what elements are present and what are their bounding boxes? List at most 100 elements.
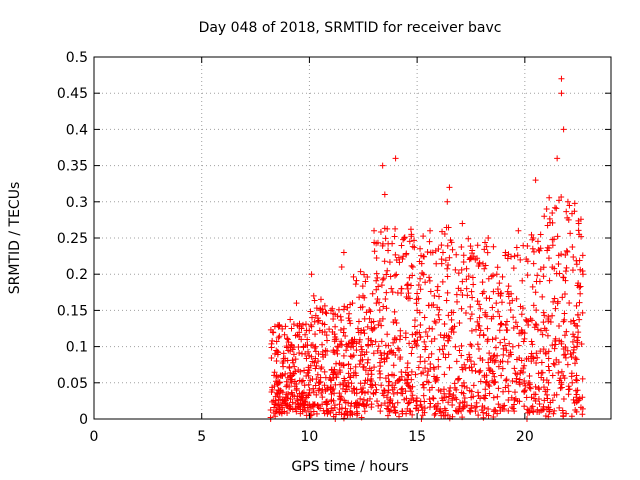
data-point [319, 394, 326, 401]
data-point [366, 307, 373, 314]
data-point [284, 395, 291, 402]
data-point [422, 279, 429, 286]
data-point [461, 403, 468, 410]
data-point [439, 228, 446, 235]
data-point [420, 233, 427, 240]
data-point [288, 342, 295, 349]
data-point [286, 383, 293, 390]
data-point [281, 408, 288, 415]
data-point [551, 361, 558, 368]
data-point [498, 320, 505, 327]
data-point [327, 409, 334, 416]
data-point [540, 346, 547, 353]
data-point [420, 253, 427, 260]
data-point [447, 384, 454, 391]
data-point [519, 305, 526, 312]
data-point [345, 399, 352, 406]
data-point [520, 338, 527, 345]
data-point [342, 388, 349, 395]
data-point [468, 311, 475, 318]
data-point [361, 408, 368, 415]
chart-title: Day 048 of 2018, SRMTID for receiver bav… [199, 20, 502, 36]
data-point [575, 217, 582, 224]
data-point [579, 411, 586, 418]
data-point [409, 263, 416, 270]
data-point [341, 375, 348, 382]
data-point [554, 155, 561, 162]
data-point [455, 270, 462, 277]
data-point [409, 411, 416, 418]
data-point [297, 410, 304, 417]
data-point [376, 374, 383, 381]
data-point [527, 385, 534, 392]
data-point [486, 383, 493, 390]
data-point [489, 368, 496, 375]
data-point [561, 290, 568, 297]
data-point [446, 364, 453, 371]
data-point [414, 337, 421, 344]
data-point [570, 317, 577, 324]
data-point [329, 305, 336, 312]
data-point [547, 399, 554, 406]
data-point [549, 242, 556, 249]
data-point [347, 373, 354, 380]
data-point [276, 379, 283, 386]
data-point [412, 341, 419, 348]
data-point [272, 397, 279, 404]
data-point [336, 406, 343, 413]
data-point [486, 390, 493, 397]
data-point [570, 396, 577, 403]
data-point [361, 330, 368, 337]
data-point [291, 383, 298, 390]
data-point [296, 333, 303, 340]
data-point [373, 300, 380, 307]
data-point [377, 228, 384, 235]
data-point [504, 255, 511, 262]
data-point [508, 394, 515, 401]
data-point [392, 251, 399, 258]
data-point [528, 317, 535, 324]
data-point [398, 285, 405, 292]
data-point [458, 266, 465, 273]
data-point [518, 357, 525, 364]
data-point [484, 336, 491, 343]
data-point [492, 335, 499, 342]
data-point [346, 317, 353, 324]
data-point [468, 327, 475, 334]
data-point [406, 407, 413, 414]
data-point [365, 371, 372, 378]
data-point [436, 316, 443, 323]
data-point [560, 351, 567, 358]
data-point [309, 401, 316, 408]
data-point [294, 393, 301, 400]
data-point [481, 246, 488, 253]
data-point [380, 275, 387, 282]
data-point [444, 289, 451, 296]
data-point [421, 358, 428, 365]
data-point [374, 398, 381, 405]
data-point [514, 323, 521, 330]
data-point [479, 356, 486, 363]
data-point [508, 351, 515, 358]
data-point [425, 354, 432, 361]
data-point [468, 288, 475, 295]
data-point [416, 258, 423, 265]
data-point [314, 371, 321, 378]
data-point [543, 205, 550, 212]
data-point [485, 235, 492, 241]
data-point [312, 331, 319, 338]
data-point [440, 412, 447, 419]
data-point [488, 273, 495, 280]
data-point [290, 351, 297, 358]
data-point [368, 319, 375, 326]
data-point [514, 252, 521, 259]
data-point [494, 393, 501, 400]
data-point [532, 321, 539, 328]
data-point [361, 271, 368, 278]
data-point [422, 329, 429, 336]
data-point [476, 261, 483, 268]
data-point [313, 305, 320, 312]
data-point [379, 162, 386, 169]
data-point [321, 328, 328, 335]
data-point [330, 316, 337, 323]
